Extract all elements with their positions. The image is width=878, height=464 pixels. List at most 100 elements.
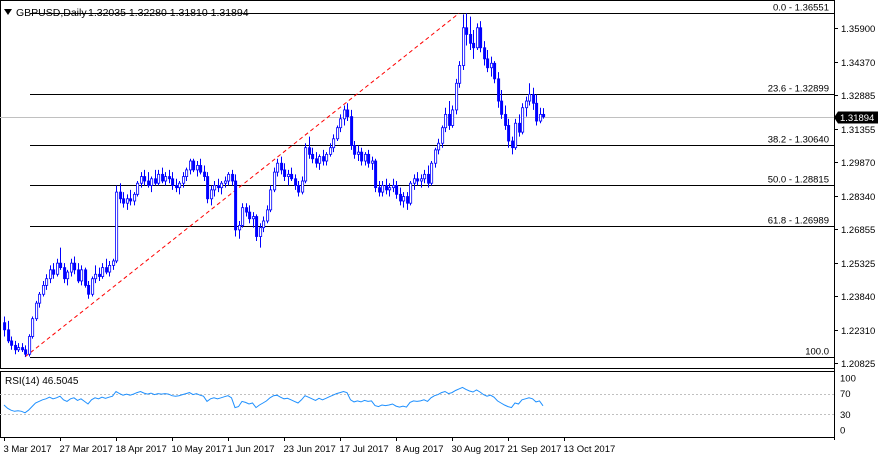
candle-body-bear xyxy=(119,191,123,200)
candle xyxy=(49,265,53,284)
candle xyxy=(266,205,270,224)
candle xyxy=(248,205,252,224)
candle-body-bull xyxy=(269,189,273,211)
candle-body-bear xyxy=(161,173,165,182)
candle xyxy=(3,316,7,337)
candle-body-bear xyxy=(154,178,158,184)
candle xyxy=(52,263,56,279)
candle-body-bull xyxy=(150,178,154,186)
price-tick-label: 1.22310 xyxy=(841,326,875,337)
price-tick-label: 1.29870 xyxy=(841,158,875,169)
candle-body-bear xyxy=(21,347,25,351)
candle xyxy=(217,178,221,193)
candle xyxy=(308,136,312,159)
candle-body-bear xyxy=(206,176,210,200)
candle-body-bull xyxy=(189,160,193,171)
candle xyxy=(164,172,168,186)
candle-body-bull xyxy=(115,191,119,262)
candle-body-bear xyxy=(105,267,109,273)
candle xyxy=(283,163,287,182)
candle-body-bear xyxy=(311,153,315,160)
candle xyxy=(273,167,277,193)
candle xyxy=(497,72,501,108)
candle xyxy=(402,192,406,208)
candle-body-bull xyxy=(126,198,130,204)
candle-body-bear xyxy=(73,262,77,271)
candle xyxy=(136,181,140,197)
candle-body-bull xyxy=(381,185,385,193)
candle-body-bull xyxy=(182,176,186,184)
candle xyxy=(336,125,340,142)
candle-body-bull xyxy=(45,278,49,286)
candle-body-bear xyxy=(374,160,378,189)
candle xyxy=(157,169,161,186)
candle xyxy=(234,174,238,237)
ohlc-values: 1.32035 1.32280 1.31810 1.31894 xyxy=(88,7,249,19)
price-tick-label: 1.34370 xyxy=(841,58,875,69)
time-tick-label: 18 Apr 2017 xyxy=(116,444,167,455)
candle xyxy=(532,87,536,110)
candle xyxy=(126,194,130,210)
candle-body-bear xyxy=(248,211,252,220)
price-tick-label: 1.28340 xyxy=(841,192,875,203)
candle-body-bear xyxy=(87,284,91,295)
rsi-axis-label: 70 xyxy=(840,389,851,400)
candle xyxy=(31,316,35,339)
candle-body-bear xyxy=(353,145,357,155)
candle-body-bull xyxy=(343,109,347,120)
candle xyxy=(367,149,371,168)
candle-body-bull xyxy=(455,82,459,111)
candle xyxy=(297,181,301,197)
candle xyxy=(98,267,102,281)
candle xyxy=(311,147,315,164)
candle-body-bear xyxy=(385,185,389,191)
candle-body-bear xyxy=(346,109,350,117)
candle-body-bear xyxy=(122,198,126,204)
candle-body-bull xyxy=(276,162,280,173)
candle-body-bear xyxy=(192,160,196,171)
candle-body-bear xyxy=(367,153,371,164)
candle xyxy=(539,107,543,124)
candle-body-bull xyxy=(413,178,417,184)
time-tick-label: 27 Mar 2017 xyxy=(60,444,113,455)
candle xyxy=(87,280,91,299)
candle xyxy=(434,147,438,168)
candle-body-bull xyxy=(31,318,35,337)
candle-body-bear xyxy=(297,185,301,193)
candle xyxy=(455,78,459,115)
candle-body-bull xyxy=(528,93,532,102)
candle xyxy=(287,169,291,186)
candle xyxy=(161,167,165,184)
candle xyxy=(357,145,361,162)
candle-body-bull xyxy=(136,182,140,195)
candle xyxy=(381,181,385,197)
candle xyxy=(507,118,511,148)
fib-label-38.2: 38.2 - 1.30640 xyxy=(768,135,829,146)
candle-body-bull xyxy=(224,180,228,184)
candle xyxy=(486,49,490,73)
candle xyxy=(63,263,67,284)
candle xyxy=(150,176,154,193)
candle-body-bull xyxy=(66,271,70,280)
candle xyxy=(399,187,403,206)
candle xyxy=(374,158,378,193)
candles xyxy=(3,13,546,357)
rsi-label: RSI(14) 46.5045 xyxy=(5,376,79,387)
candle-body-bull xyxy=(94,273,98,280)
candle-body-bull xyxy=(210,189,214,200)
candle-body-bull xyxy=(402,196,406,202)
candle-body-bear xyxy=(3,322,7,331)
candle xyxy=(94,265,98,284)
candle-body-bear xyxy=(378,187,382,193)
candle-body-bull xyxy=(325,153,329,162)
candle-body-bull xyxy=(339,118,343,129)
candle-body-bull xyxy=(304,147,308,182)
candle xyxy=(115,185,119,264)
candle xyxy=(147,172,151,188)
candle xyxy=(465,13,469,46)
candle xyxy=(451,105,455,128)
candle xyxy=(91,276,95,297)
candle-body-bull xyxy=(17,347,21,351)
collapse-arrow-icon[interactable] xyxy=(4,9,12,15)
candle xyxy=(45,274,49,290)
